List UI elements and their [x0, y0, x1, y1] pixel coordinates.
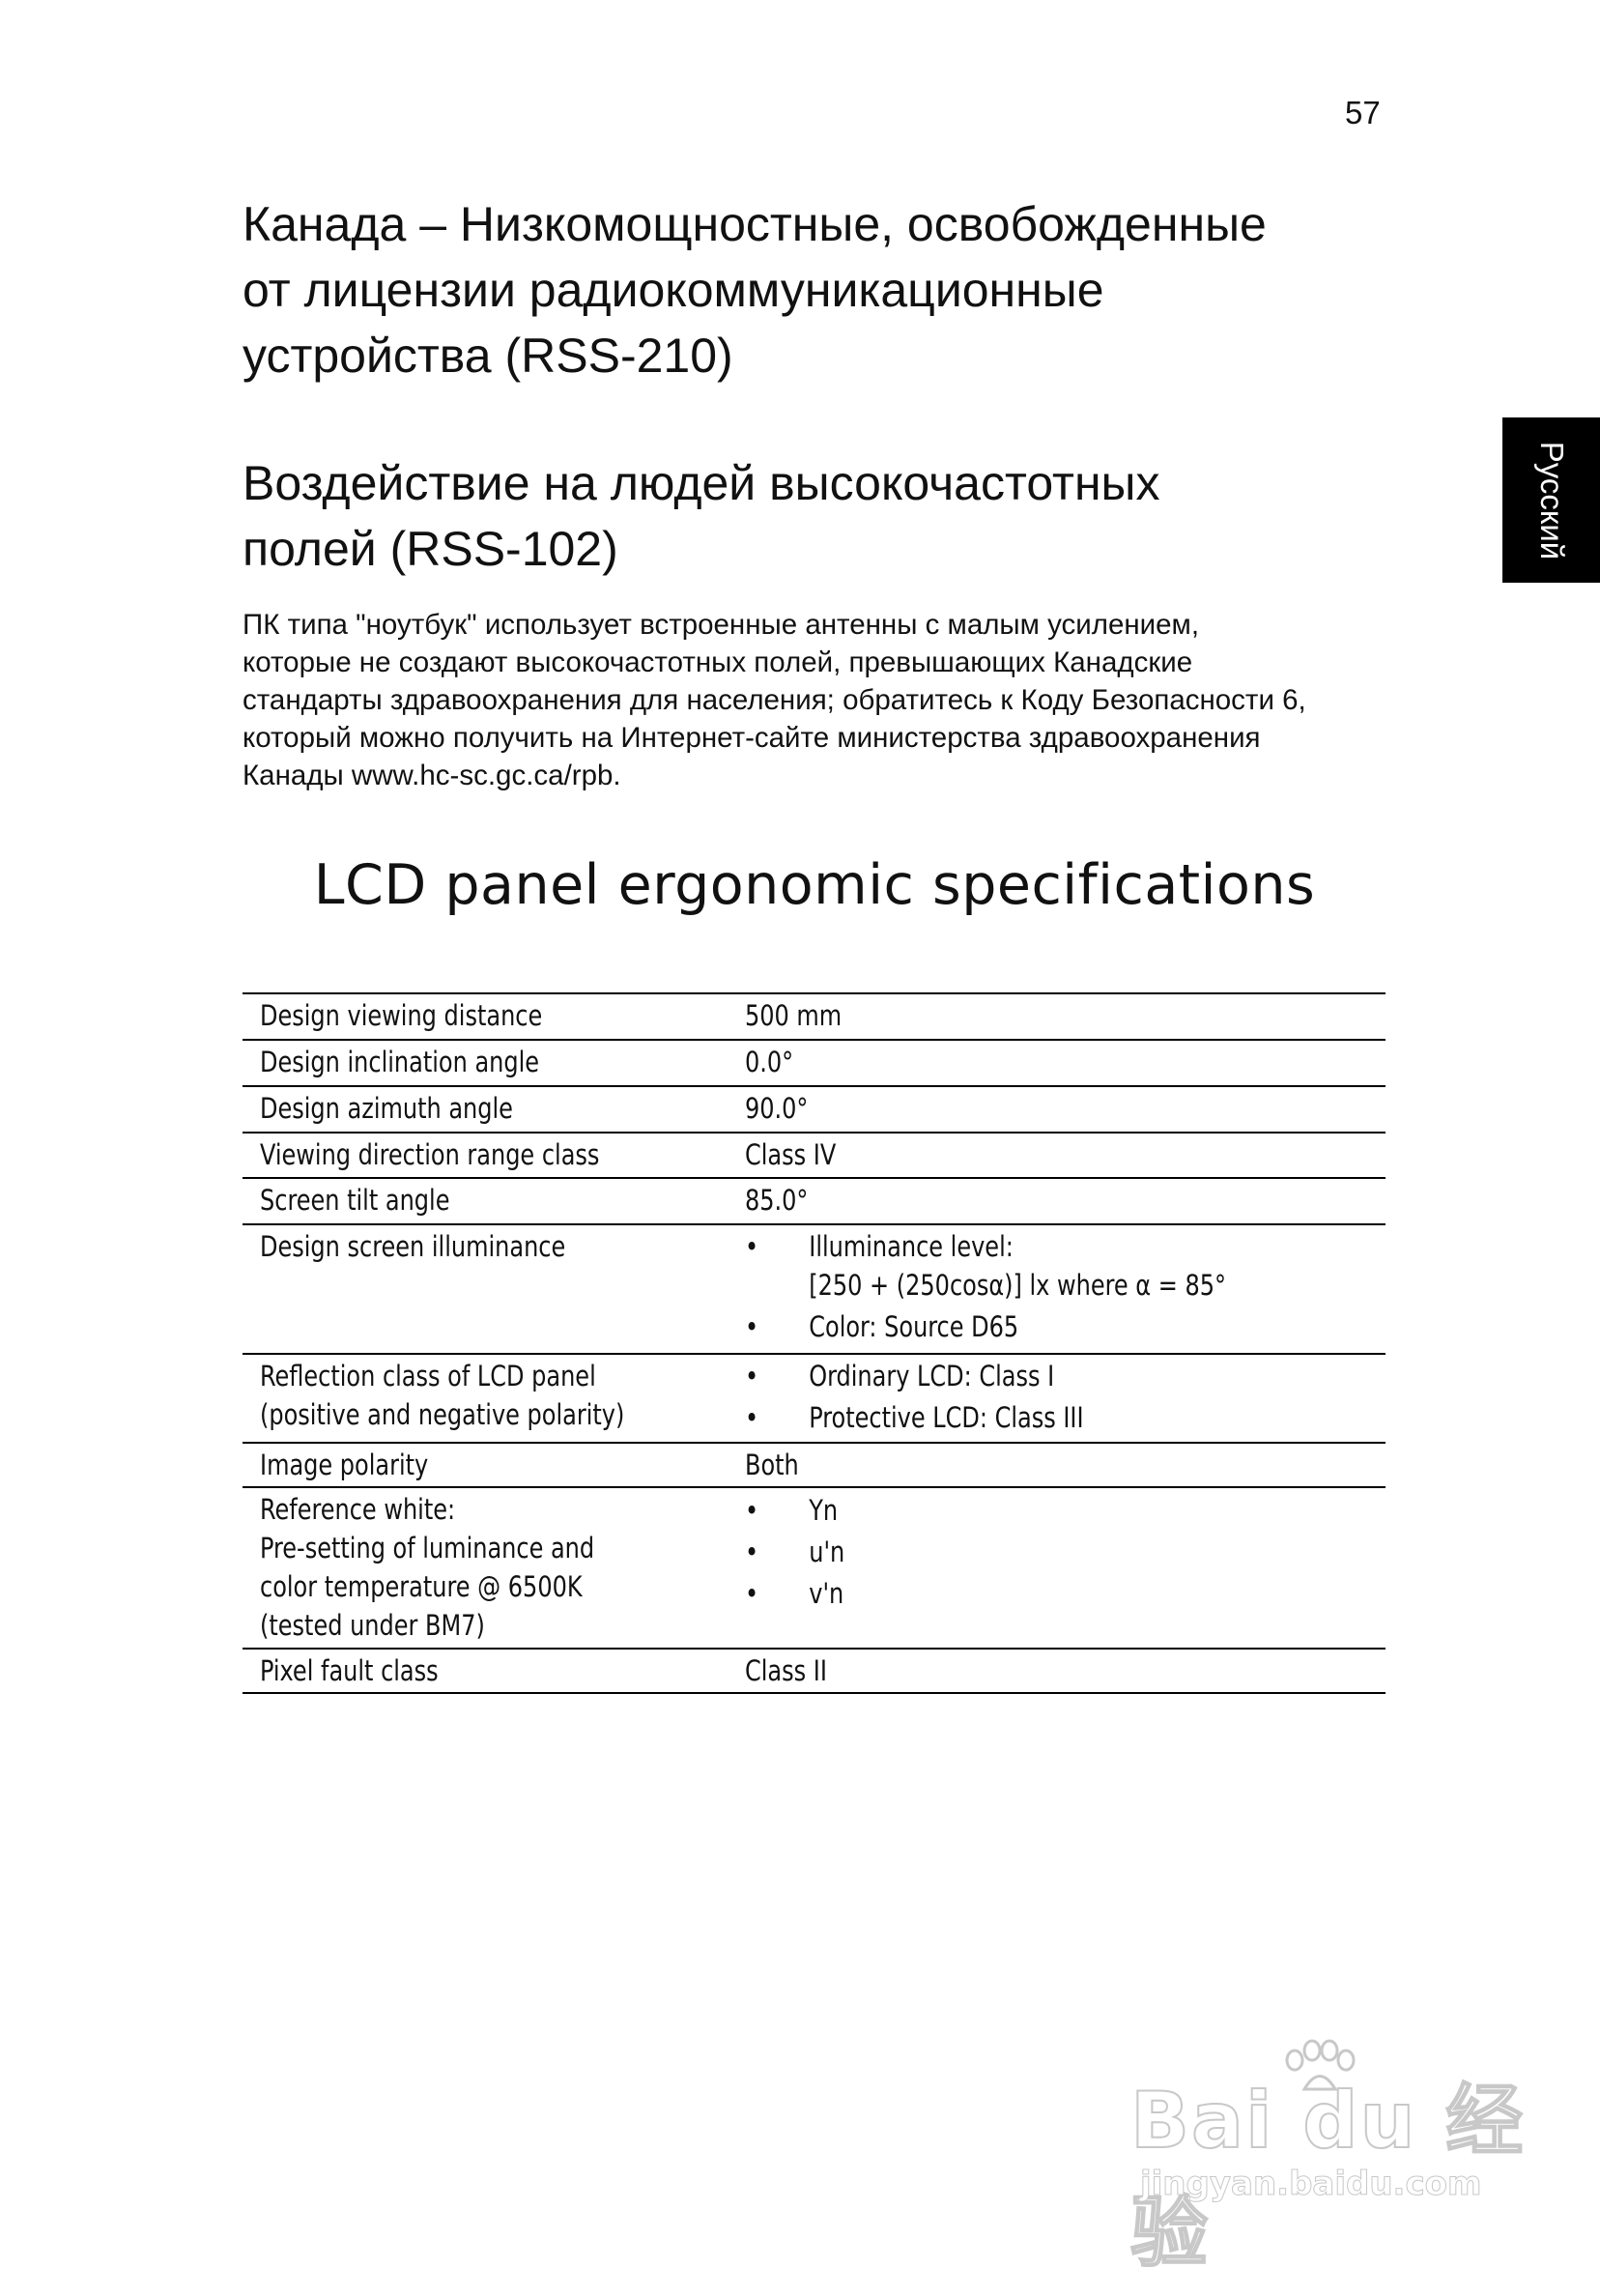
bullet-text-line: Protective LCD: Class III — [809, 1401, 1084, 1434]
bullet-icon: • — [745, 1360, 759, 1392]
spec-label-line: Design viewing distance — [260, 999, 543, 1032]
table-row: Design screen illuminance • Illuminance le… — [243, 1223, 1386, 1353]
bullet-text-line: Illuminance level: — [809, 1230, 1014, 1263]
bullet-icon: • — [745, 1494, 759, 1527]
spec-label: Viewing direction range class — [260, 1135, 599, 1174]
spec-label-line: Reference white: — [260, 1493, 456, 1526]
rf-exposure-paragraph: ПК типа "ноутбук" использует встроенные … — [243, 606, 1402, 794]
spec-value: 85.0° — [745, 1184, 809, 1217]
heading-line: устройства (RSS-210) — [243, 329, 733, 383]
table-row: Reflection class of LCD panel (positive a… — [243, 1353, 1386, 1442]
spec-label-line: Screen tilt angle — [260, 1184, 450, 1217]
spec-label: Design viewing distance — [260, 996, 542, 1035]
heading-rf-exposure-rss102: Воздействие на людей высокочастотных пол… — [243, 450, 1160, 582]
spec-label-line: Design inclination angle — [260, 1046, 540, 1078]
spec-label-line: (positive and negative polarity) — [260, 1398, 625, 1431]
bullet-text-line: u'n — [809, 1535, 845, 1568]
spec-label: Design inclination angle — [260, 1043, 539, 1081]
spec-label-line: (tested under BM7) — [260, 1609, 485, 1642]
bullet-text: Illuminance level: [250 + (250cosα)] lx w… — [809, 1227, 1226, 1305]
language-side-tab: Русский — [1502, 417, 1600, 583]
baidu-watermark-logo: Bai du 经验 — [1129, 2075, 1526, 2279]
paragraph-line: ПК типа "ноутбук" использует встроенные … — [243, 609, 1200, 641]
table-row: Design inclination angle 0.0° — [243, 1039, 1386, 1085]
bullet-icon: • — [745, 1230, 759, 1263]
spec-value: Class IV — [745, 1138, 837, 1171]
baidu-paw-logo-icon — [1285, 2039, 1356, 2091]
spec-value: 500 mm — [745, 999, 843, 1032]
bullet-text-line: Yn — [809, 1494, 839, 1527]
spec-value: 90.0° — [745, 1092, 809, 1125]
spec-label-line: Design screen illuminance — [260, 1230, 566, 1263]
spec-label-line: color temperature @ 6500K — [260, 1570, 583, 1603]
bullet-text: v'n — [809, 1573, 843, 1615]
bullet-icon: • — [745, 1535, 759, 1568]
paragraph-line: которые не создают высокочастотных полей… — [243, 646, 1193, 678]
bullet-icon: • — [745, 1577, 759, 1610]
spec-label: Design azimuth angle — [260, 1089, 513, 1128]
spec-label: Reference white: Pre-setting of luminance… — [260, 1490, 594, 1645]
bullet-text-line: v'n — [809, 1577, 844, 1610]
bullet-text: Protective LCD: Class III — [809, 1398, 1083, 1437]
spec-label: Reflection class of LCD panel (positive a… — [260, 1357, 624, 1434]
spec-label-line: Pre-setting of luminance and — [260, 1532, 595, 1564]
spec-label: Pixel fault class — [260, 1651, 439, 1690]
table-row: Viewing direction range class Class IV — [243, 1132, 1386, 1177]
table-row: Design viewing distance 500 mm — [243, 992, 1386, 1039]
bullet-text: Ordinary LCD: Class I — [809, 1357, 1054, 1395]
bullet-text-line: Color: Source D65 — [809, 1310, 1019, 1343]
table-row: Image polarity Both — [243, 1442, 1386, 1486]
spec-label-line: Reflection class of LCD panel — [260, 1360, 596, 1392]
table-row: Design azimuth angle 90.0° — [243, 1085, 1386, 1132]
bullet-text: Yn — [809, 1490, 838, 1532]
spec-label-line: Design azimuth angle — [260, 1092, 513, 1125]
table-row: Pixel fault class Class II — [243, 1648, 1386, 1694]
spec-label: Screen tilt angle — [260, 1181, 449, 1220]
bullet-text-line: [250 + (250cosα)] lx where α = 85° — [809, 1269, 1227, 1302]
page-number: 57 — [1345, 95, 1381, 130]
bullet-icon: • — [745, 1310, 759, 1343]
language-side-tab-label: Русский — [1533, 441, 1570, 560]
spec-label-line: Viewing direction range class — [260, 1138, 600, 1171]
heading-line: Канада – Низкомощностные, освобожденные — [243, 197, 1267, 251]
heading-line: Воздействие на людей высокочастотных — [243, 456, 1160, 510]
table-row: Reference white: Pre-setting of luminance… — [243, 1486, 1386, 1648]
lcd-specs-table: Design viewing distance 500 mm Design incl… — [243, 992, 1386, 1694]
bullet-text-line: Ordinary LCD: Class I — [809, 1360, 1055, 1392]
bullet-icon: • — [745, 1401, 759, 1434]
bullet-text: u'n — [809, 1532, 844, 1573]
spec-value: 0.0° — [745, 1046, 794, 1078]
spec-label: Design screen illuminance — [260, 1227, 565, 1266]
table-row: Screen tilt angle 85.0° — [243, 1177, 1386, 1223]
bullet-text: Color: Source D65 — [809, 1307, 1018, 1346]
heading-canada-rss210: Канада – Низкомощностные, освобожденные … — [243, 191, 1267, 388]
spec-label-line: Pixel fault class — [260, 1654, 439, 1687]
spec-value: Class II — [745, 1654, 827, 1687]
paragraph-line: который можно получить на Интернет-сайте… — [243, 722, 1261, 754]
heading-line: полей (RSS-102) — [243, 522, 618, 576]
paragraph-line: стандарты здравоохранения для населения;… — [243, 684, 1306, 716]
heading-line: от лицензии радиокоммуникационные — [243, 263, 1104, 317]
baidu-watermark-url: jingyan.baidu.com — [1139, 2165, 1482, 2204]
spec-value: Both — [745, 1449, 799, 1481]
spec-label-line: Image polarity — [260, 1449, 429, 1481]
lcd-specs-title: LCD panel ergonomic specifications — [313, 853, 1316, 917]
spec-label: Image polarity — [260, 1446, 428, 1484]
paragraph-line: Канады www.hc-sc.gc.ca/rpb. — [243, 760, 621, 791]
